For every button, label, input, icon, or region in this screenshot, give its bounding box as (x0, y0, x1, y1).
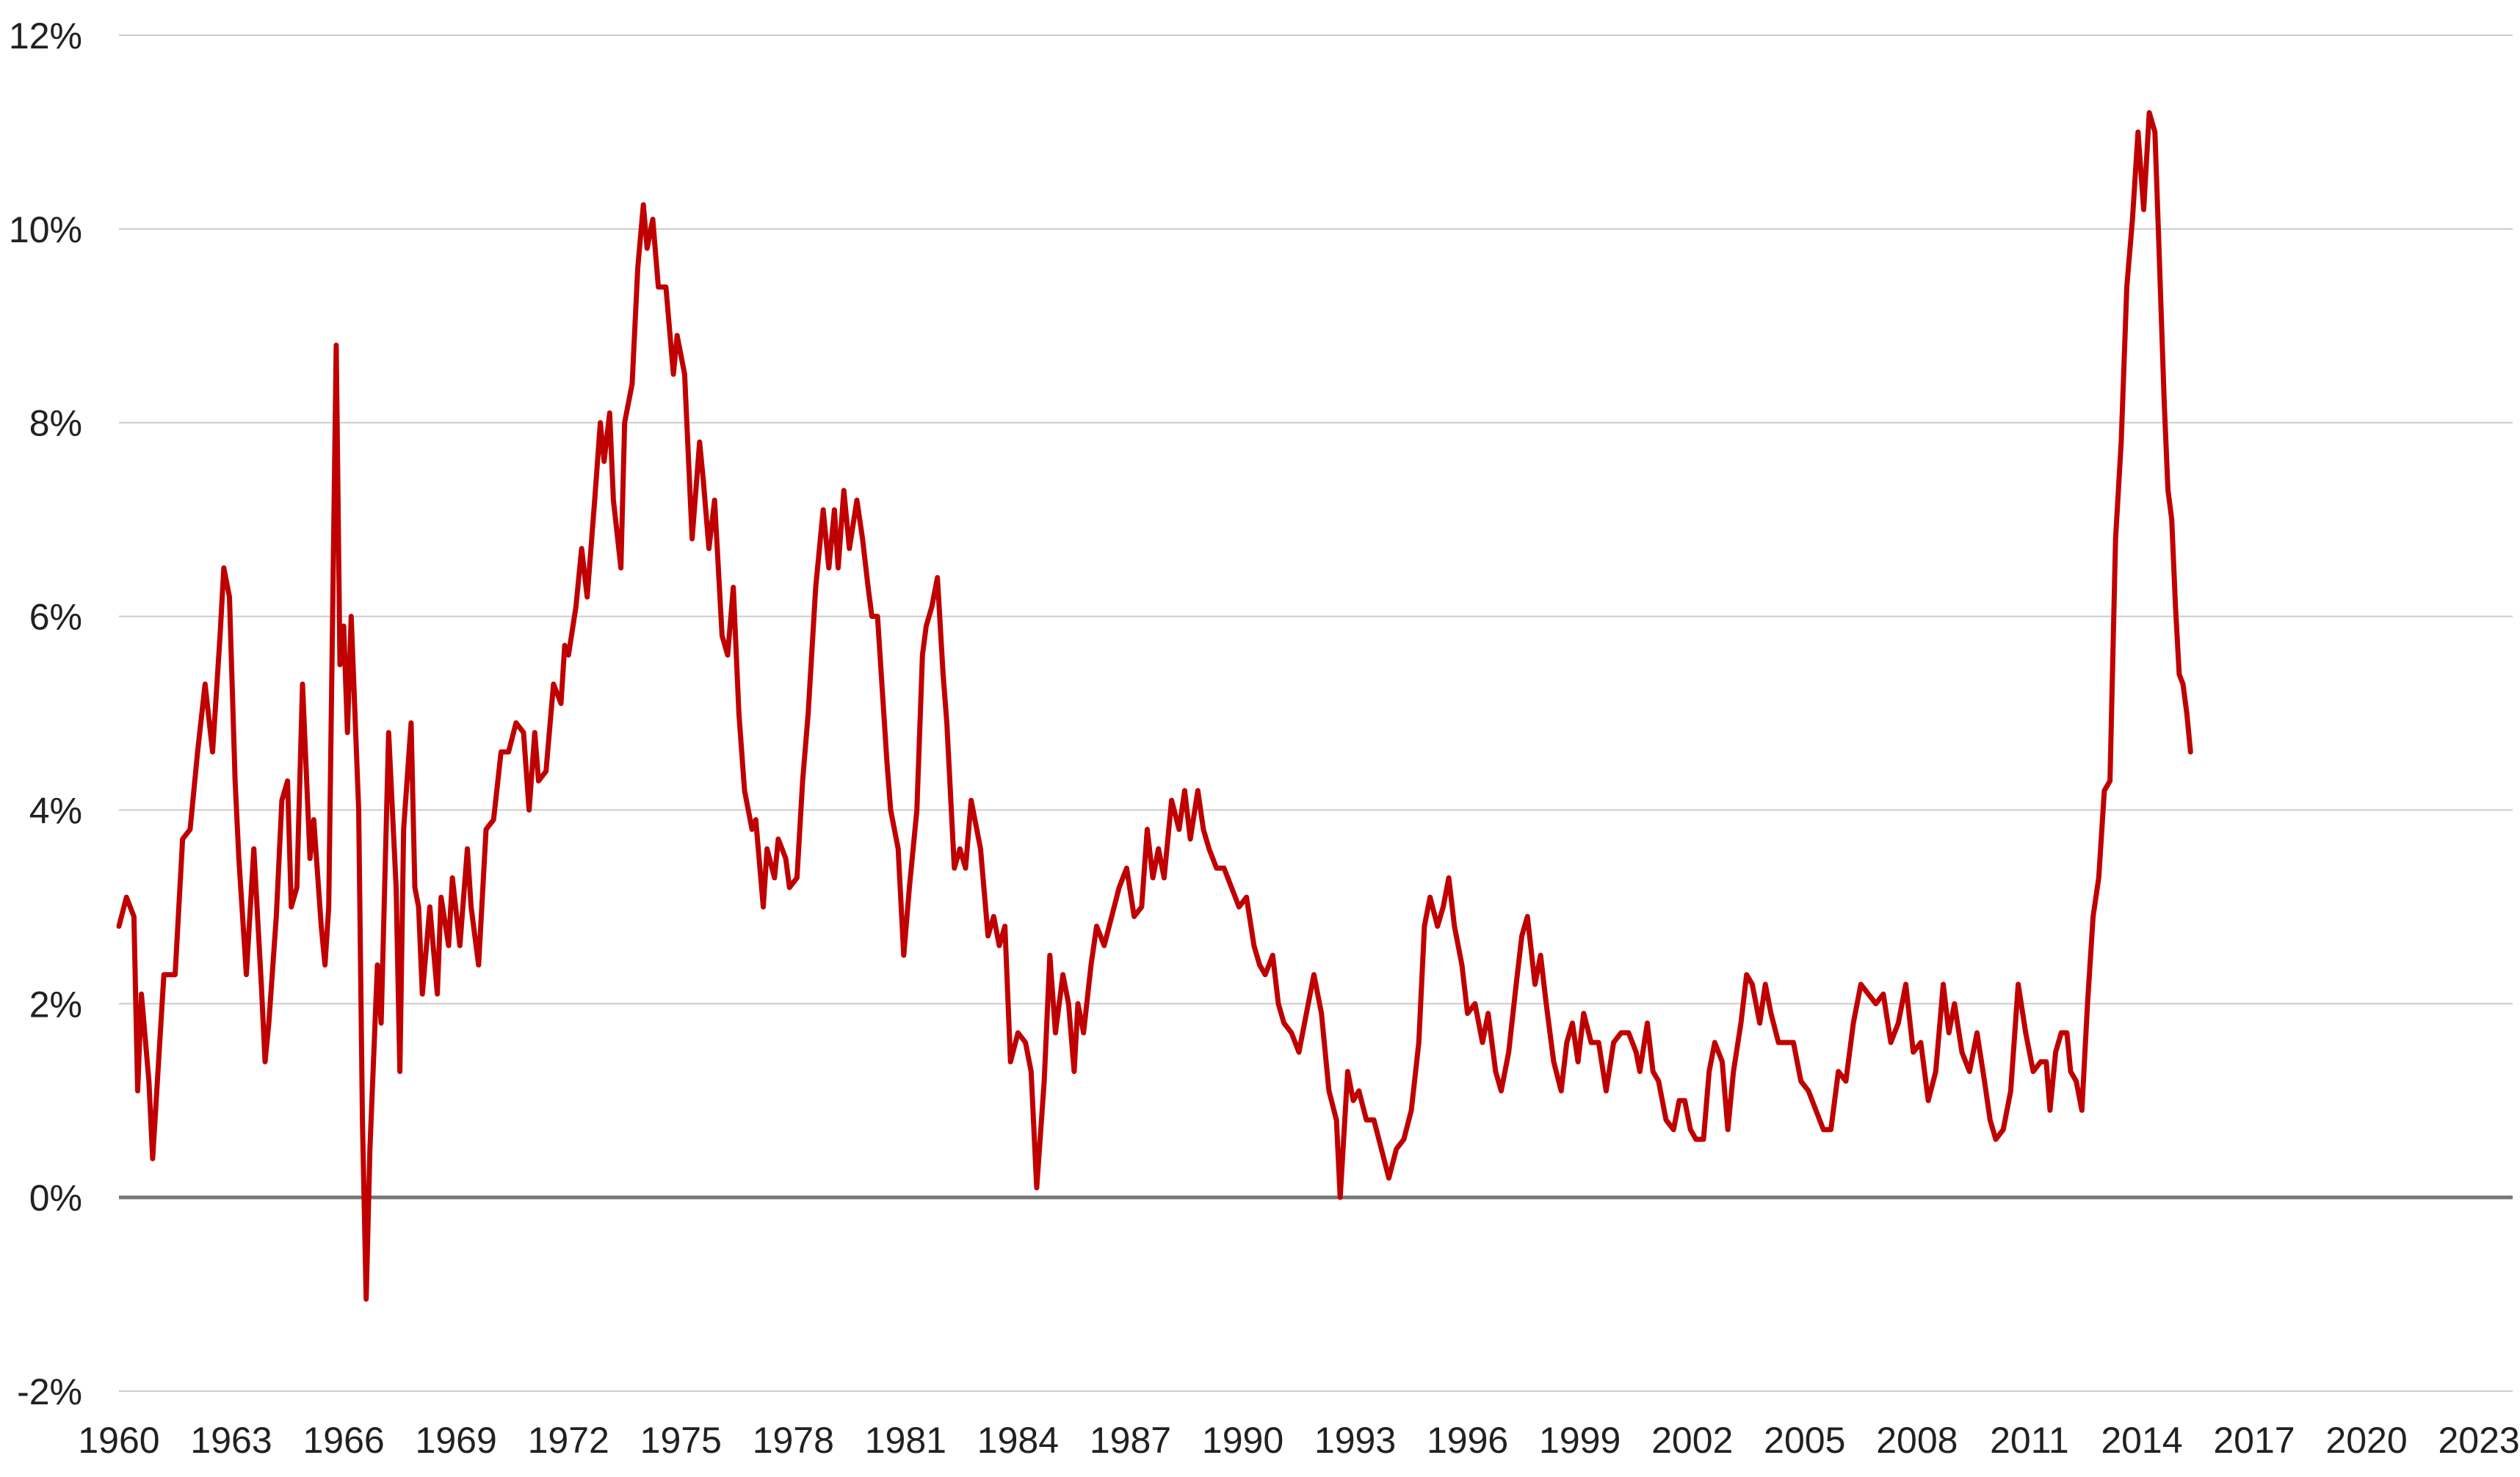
x-tick-label: 2002 (1651, 1420, 1733, 1461)
x-tick-label: 1972 (528, 1420, 609, 1461)
x-tick-label: 2008 (1876, 1420, 1958, 1461)
y-tick-label: 8% (29, 403, 82, 444)
y-tick-label: 6% (29, 597, 82, 638)
x-tick-label: 1966 (303, 1420, 384, 1461)
y-tick-label: 10% (9, 209, 82, 250)
x-tick-label: 1981 (865, 1420, 946, 1461)
x-axis-tick-labels: 1960 1963 1966 1969 1972 1975 1978 1981 1984 1987… (78, 1420, 2519, 1461)
x-tick-label: 1960 (78, 1420, 159, 1461)
x-tick-label: 1996 (1427, 1420, 1508, 1461)
x-tick-label: 1993 (1314, 1420, 1396, 1461)
x-tick-label: 1969 (416, 1420, 497, 1461)
x-tick-label: 1987 (1090, 1420, 1171, 1461)
series-lines (116, 110, 2193, 1302)
x-tick-label: 1978 (753, 1420, 834, 1461)
x-tick-label: 1963 (190, 1420, 272, 1461)
x-tick-label: 2020 (2325, 1420, 2407, 1461)
x-tick-label: 1990 (1202, 1420, 1283, 1461)
x-tick-label: 1999 (1539, 1420, 1621, 1461)
x-tick-label: 1984 (977, 1420, 1059, 1461)
y-tick-label: 12% (9, 15, 82, 57)
series-line-1 (116, 110, 2193, 1302)
x-tick-label: 2017 (2213, 1420, 2295, 1461)
gridlines (119, 35, 2513, 1392)
x-tick-label: 2011 (1990, 1420, 2069, 1461)
y-axis-tick-labels: -2% 0% 2% 4% 6% 8% 10% 12% (9, 15, 82, 1412)
y-tick-label: 4% (29, 790, 82, 831)
x-tick-label: 2005 (1764, 1420, 1845, 1461)
x-tick-label: 1975 (640, 1420, 722, 1461)
y-tick-label: -2% (17, 1371, 82, 1412)
x-tick-label: 2023 (2438, 1420, 2519, 1461)
y-tick-label: 0% (29, 1177, 82, 1219)
y-tick-label: 2% (29, 984, 82, 1025)
x-tick-label: 2014 (2101, 1420, 2182, 1461)
